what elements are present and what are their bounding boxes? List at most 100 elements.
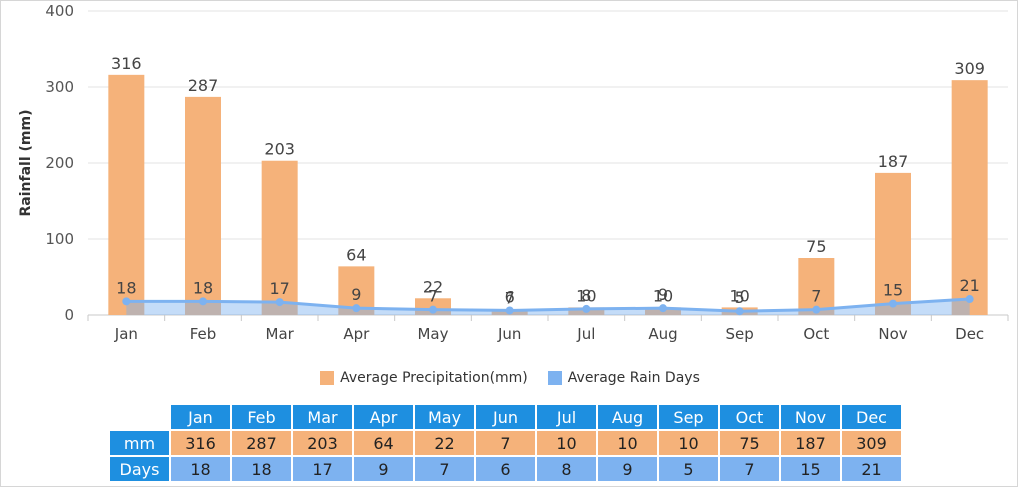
table-header-cell: Jul bbox=[537, 405, 596, 429]
rain-days-data-label: 6 bbox=[505, 287, 515, 306]
rain-days-data-label: 7 bbox=[811, 287, 821, 306]
rain-days-point bbox=[812, 305, 821, 314]
legend-item-precipitation[interactable]: Average Precipitation(mm) bbox=[320, 370, 528, 386]
table-cell: 7 bbox=[720, 457, 779, 481]
x-tick-label: Dec bbox=[955, 325, 984, 343]
y-tick-label: 100 bbox=[45, 230, 74, 248]
rain-days-data-label: 18 bbox=[193, 278, 213, 297]
table-cell: 6 bbox=[476, 457, 535, 481]
precipitation-swatch bbox=[320, 371, 335, 385]
table-cell: 10 bbox=[598, 431, 657, 455]
precipitation-bar bbox=[108, 74, 145, 315]
legend-item-rain-days[interactable]: Average Rain Days bbox=[547, 370, 700, 386]
table-cell: 287 bbox=[232, 431, 291, 455]
precipitation-data-label: 22 bbox=[423, 277, 443, 296]
rain-days-point bbox=[965, 295, 974, 304]
x-tick-label: Sep bbox=[726, 325, 754, 343]
legend-label-rain-days: Average Rain Days bbox=[567, 370, 700, 386]
table-cell: 8 bbox=[537, 457, 596, 481]
x-tick-label: Mar bbox=[266, 325, 295, 343]
table-cell: 22 bbox=[415, 431, 474, 455]
table-cell: 316 bbox=[171, 431, 230, 455]
table-cell: 64 bbox=[354, 431, 413, 455]
legend-label-precipitation: Average Precipitation(mm) bbox=[340, 370, 528, 386]
x-tick-label: Oct bbox=[803, 325, 829, 343]
x-tick-label: Jan bbox=[114, 325, 138, 343]
table-cell: 9 bbox=[598, 457, 657, 481]
precipitation-data-label: 309 bbox=[954, 59, 985, 78]
precipitation-data-label: 10 bbox=[576, 286, 596, 305]
rain-days-point bbox=[429, 305, 437, 314]
rain-days-swatch bbox=[547, 371, 562, 385]
y-tick-label: 200 bbox=[45, 154, 74, 172]
rain-days-point bbox=[735, 307, 744, 316]
table-cell: 7 bbox=[476, 431, 535, 455]
precipitation-bar bbox=[185, 96, 221, 315]
y-tick-label: 300 bbox=[45, 78, 74, 96]
x-tick-label: Jul bbox=[576, 325, 595, 343]
y-tick-label: 0 bbox=[64, 306, 74, 324]
table-cell: 18 bbox=[171, 457, 230, 481]
rain-days-data-label: 9 bbox=[351, 285, 361, 304]
precipitation-data-label: 203 bbox=[264, 140, 295, 159]
rain-days-data-label: 5 bbox=[735, 288, 745, 307]
precipitation-bar bbox=[875, 172, 911, 315]
table-header-cell: Apr bbox=[354, 405, 413, 429]
table-cell: 309 bbox=[842, 431, 901, 455]
x-tick-label: May bbox=[417, 325, 448, 343]
precipitation-data-label: 187 bbox=[878, 152, 909, 171]
table-cell: 75 bbox=[720, 431, 779, 455]
table-cell: 203 bbox=[293, 431, 352, 455]
y-tick-label: 400 bbox=[45, 2, 74, 20]
rain-days-data-label: 15 bbox=[883, 281, 903, 300]
rain-days-point bbox=[659, 304, 667, 313]
table-cell: 10 bbox=[659, 431, 718, 455]
table-cell: 5 bbox=[659, 457, 718, 481]
rain-days-data-label: 9 bbox=[658, 285, 668, 304]
x-tick-label: Jun bbox=[497, 325, 521, 343]
precipitation-bar bbox=[951, 80, 988, 315]
rainfall-chart: 0 100 200 300 400 Rainfall (mm) Jan Feb Mar Apr Ma… bbox=[18, 2, 1009, 343]
table-cell: 7 bbox=[415, 457, 474, 481]
table-cell: 18 bbox=[232, 457, 291, 481]
table-header-cell: Dec bbox=[842, 405, 901, 429]
precipitation-bar bbox=[261, 160, 298, 315]
table-cell: 9 bbox=[354, 457, 413, 481]
table-cell: 17 bbox=[293, 457, 352, 481]
precipitation-data-label: 7 bbox=[505, 289, 515, 308]
table-header-cell: May bbox=[415, 405, 474, 429]
table-header-cell: Jan bbox=[171, 405, 230, 429]
table-row-mm: mm 316 287 203 64 22 7 10 10 10 75 187 309 bbox=[110, 431, 901, 455]
x-tick-label: Feb bbox=[190, 325, 217, 343]
table-corner bbox=[110, 405, 169, 429]
table-header-row: Jan Feb Mar Apr May Jun Jul Aug Sep Oct Nov Dec bbox=[110, 405, 901, 429]
table-header-cell: Aug bbox=[598, 405, 657, 429]
rain-days-data-label: 18 bbox=[116, 278, 136, 297]
precipitation-data-label: 64 bbox=[346, 245, 366, 264]
precipitation-data-label: 10 bbox=[653, 286, 673, 305]
precipitation-data-label: 75 bbox=[806, 237, 826, 256]
rain-days-point bbox=[505, 306, 514, 315]
table-row-label: mm bbox=[110, 431, 169, 455]
table-header-cell: Mar bbox=[293, 405, 352, 429]
precipitation-data-label: 10 bbox=[729, 286, 749, 305]
precipitation-bar bbox=[798, 258, 835, 315]
rain-days-point bbox=[582, 304, 591, 313]
table-header-cell: Oct bbox=[720, 405, 779, 429]
table-cell: 10 bbox=[537, 431, 596, 455]
rain-days-data-label: 21 bbox=[959, 276, 979, 295]
table-cell: 15 bbox=[781, 457, 840, 481]
table-row-label: Days bbox=[110, 457, 169, 481]
rain-days-point bbox=[889, 299, 897, 308]
table-header-cell: Feb bbox=[232, 405, 291, 429]
rain-days-data-label: 7 bbox=[428, 287, 438, 306]
table-row-days: Days 18 18 17 9 7 6 8 9 5 7 15 21 bbox=[110, 457, 901, 481]
x-tick-label: Aug bbox=[648, 325, 677, 343]
table-header-cell: Sep bbox=[659, 405, 718, 429]
data-table: Jan Feb Mar Apr May Jun Jul Aug Sep Oct Nov Dec mm 31… bbox=[108, 403, 903, 483]
rain-days-data-label: 8 bbox=[581, 286, 591, 305]
rain-days-line bbox=[126, 297, 970, 313]
precipitation-data-label: 287 bbox=[188, 76, 219, 95]
legend: Average Precipitation(mm) Average Rain D… bbox=[0, 370, 1020, 386]
